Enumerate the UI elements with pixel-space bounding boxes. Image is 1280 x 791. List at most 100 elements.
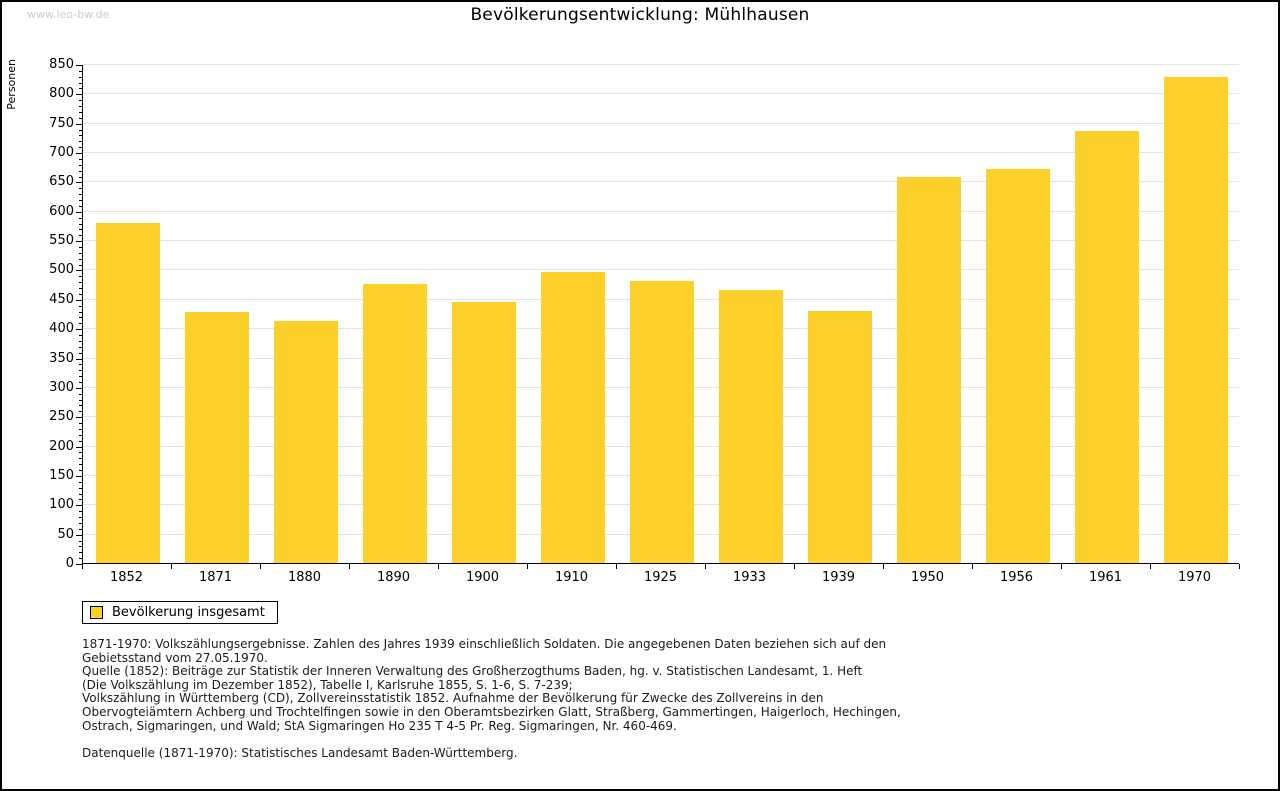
y-minor-tick — [79, 293, 82, 295]
y-minor-tick — [79, 176, 82, 178]
x-tick-label-1880: 1880 — [287, 570, 322, 585]
bar-1852 — [95, 223, 160, 563]
x-tick — [438, 564, 439, 569]
x-tick-label-1900: 1900 — [465, 570, 500, 585]
y-minor-tick — [79, 440, 82, 442]
plot-area — [82, 64, 1239, 564]
y-minor-tick — [79, 282, 82, 284]
x-tick-label-1871: 1871 — [198, 570, 233, 585]
footnote-line: Obervogteiämtern Achberg und Trochtelfin… — [82, 704, 901, 719]
y-major-tick — [76, 417, 82, 419]
y-minor-tick — [79, 170, 82, 172]
y-minor-tick — [79, 487, 82, 489]
y-minor-tick — [79, 364, 82, 366]
x-tick-label-1939: 1939 — [821, 570, 856, 585]
y-minor-tick — [79, 194, 82, 196]
y-major-tick — [76, 446, 82, 448]
y-minor-tick — [79, 428, 82, 430]
y-tick-label: 350 — [49, 350, 74, 366]
y-minor-tick — [79, 323, 82, 325]
legend-swatch-icon — [90, 606, 103, 619]
y-minor-tick — [79, 382, 82, 383]
x-tick-label-1970: 1970 — [1177, 570, 1212, 585]
bar-1939 — [807, 311, 872, 563]
footnotes: 1871-1970: Volkszählungsergebnisse. Zahl… — [82, 637, 1212, 760]
x-tick-label-1950: 1950 — [910, 570, 945, 585]
y-major-tick — [76, 358, 82, 360]
x-tick — [794, 564, 795, 569]
y-minor-tick — [79, 317, 82, 319]
x-tick-label-1961: 1961 — [1088, 570, 1123, 585]
y-minor-tick — [79, 70, 82, 72]
footnote-line: Volkszählung in Württemberg (CD), Zollve… — [82, 691, 824, 706]
x-tick — [1061, 564, 1062, 569]
y-minor-tick — [79, 158, 82, 160]
footnote-lines: 1871-1970: Volkszählungsergebnisse. Zahl… — [82, 637, 1212, 733]
bar-1910 — [540, 272, 605, 563]
y-minor-tick — [79, 117, 82, 119]
x-tick-label-1852: 1852 — [109, 570, 144, 585]
gridline — [83, 269, 1239, 271]
x-tick-label-1925: 1925 — [643, 570, 678, 585]
y-minor-tick — [79, 370, 82, 372]
bar-1890 — [362, 284, 427, 563]
y-major-tick — [76, 270, 82, 272]
bar-1970 — [1163, 77, 1228, 563]
y-minor-tick — [79, 399, 82, 401]
bar-1950 — [896, 177, 961, 563]
y-minor-tick — [79, 305, 82, 307]
y-minor-tick — [79, 223, 82, 225]
y-tick-label: 750 — [49, 115, 74, 131]
watermark: www.leo-bw.de — [27, 8, 110, 21]
y-major-tick — [76, 65, 82, 66]
y-minor-tick — [79, 205, 82, 207]
y-minor-tick — [79, 76, 82, 78]
y-minor-tick — [79, 493, 82, 495]
y-tick-label: 500 — [49, 262, 74, 278]
gridline — [83, 240, 1239, 242]
y-major-tick — [76, 387, 82, 389]
gridline — [83, 152, 1239, 154]
y-minor-tick — [79, 470, 82, 472]
footnote-line: Gebietsstand vom 27.05.1970. — [82, 650, 268, 665]
footnote-line: Quelle (1852): Beiträge zur Statistik de… — [82, 664, 863, 679]
y-axis-label: Personen — [5, 59, 18, 110]
y-minor-tick — [79, 411, 82, 413]
y-tick-label: 550 — [49, 233, 74, 249]
y-tick-label: 650 — [49, 174, 74, 190]
y-major-tick — [76, 153, 82, 155]
y-minor-tick — [79, 276, 82, 278]
y-tick-label: 800 — [49, 86, 74, 102]
y-minor-tick — [79, 452, 82, 454]
y-minor-tick — [79, 393, 82, 395]
chart-title: Bevölkerungsentwicklung: Mühlhausen — [470, 5, 810, 25]
y-minor-tick — [79, 335, 82, 337]
y-minor-tick — [79, 135, 82, 137]
y-minor-tick — [79, 340, 82, 342]
y-minor-tick — [79, 522, 82, 524]
y-minor-tick — [79, 106, 82, 108]
y-tick-label: 700 — [49, 145, 74, 161]
footnote-line: Ostrach, Sigmaringen, und Wald; StA Sigm… — [82, 718, 677, 733]
y-major-tick — [76, 505, 82, 507]
x-tick — [1239, 564, 1240, 569]
x-tick — [527, 564, 528, 569]
gridline — [83, 93, 1239, 95]
y-tick-label: 100 — [49, 497, 74, 513]
x-tick — [616, 564, 617, 569]
y-minor-tick — [79, 258, 82, 260]
gridline — [83, 210, 1239, 212]
gridline — [83, 64, 1239, 65]
y-minor-tick — [79, 264, 82, 266]
y-minor-tick — [79, 481, 82, 483]
y-minor-tick — [79, 217, 82, 219]
x-tick-label-1933: 1933 — [732, 570, 767, 585]
y-tick-label: 0 — [65, 556, 74, 571]
y-major-tick — [76, 241, 82, 243]
bar-1900 — [451, 302, 516, 563]
x-tick — [883, 564, 884, 569]
y-major-tick — [76, 211, 82, 213]
x-tick-label-1910: 1910 — [554, 570, 589, 585]
y-tick-label: 850 — [49, 57, 74, 72]
bar-1961 — [1074, 131, 1139, 563]
